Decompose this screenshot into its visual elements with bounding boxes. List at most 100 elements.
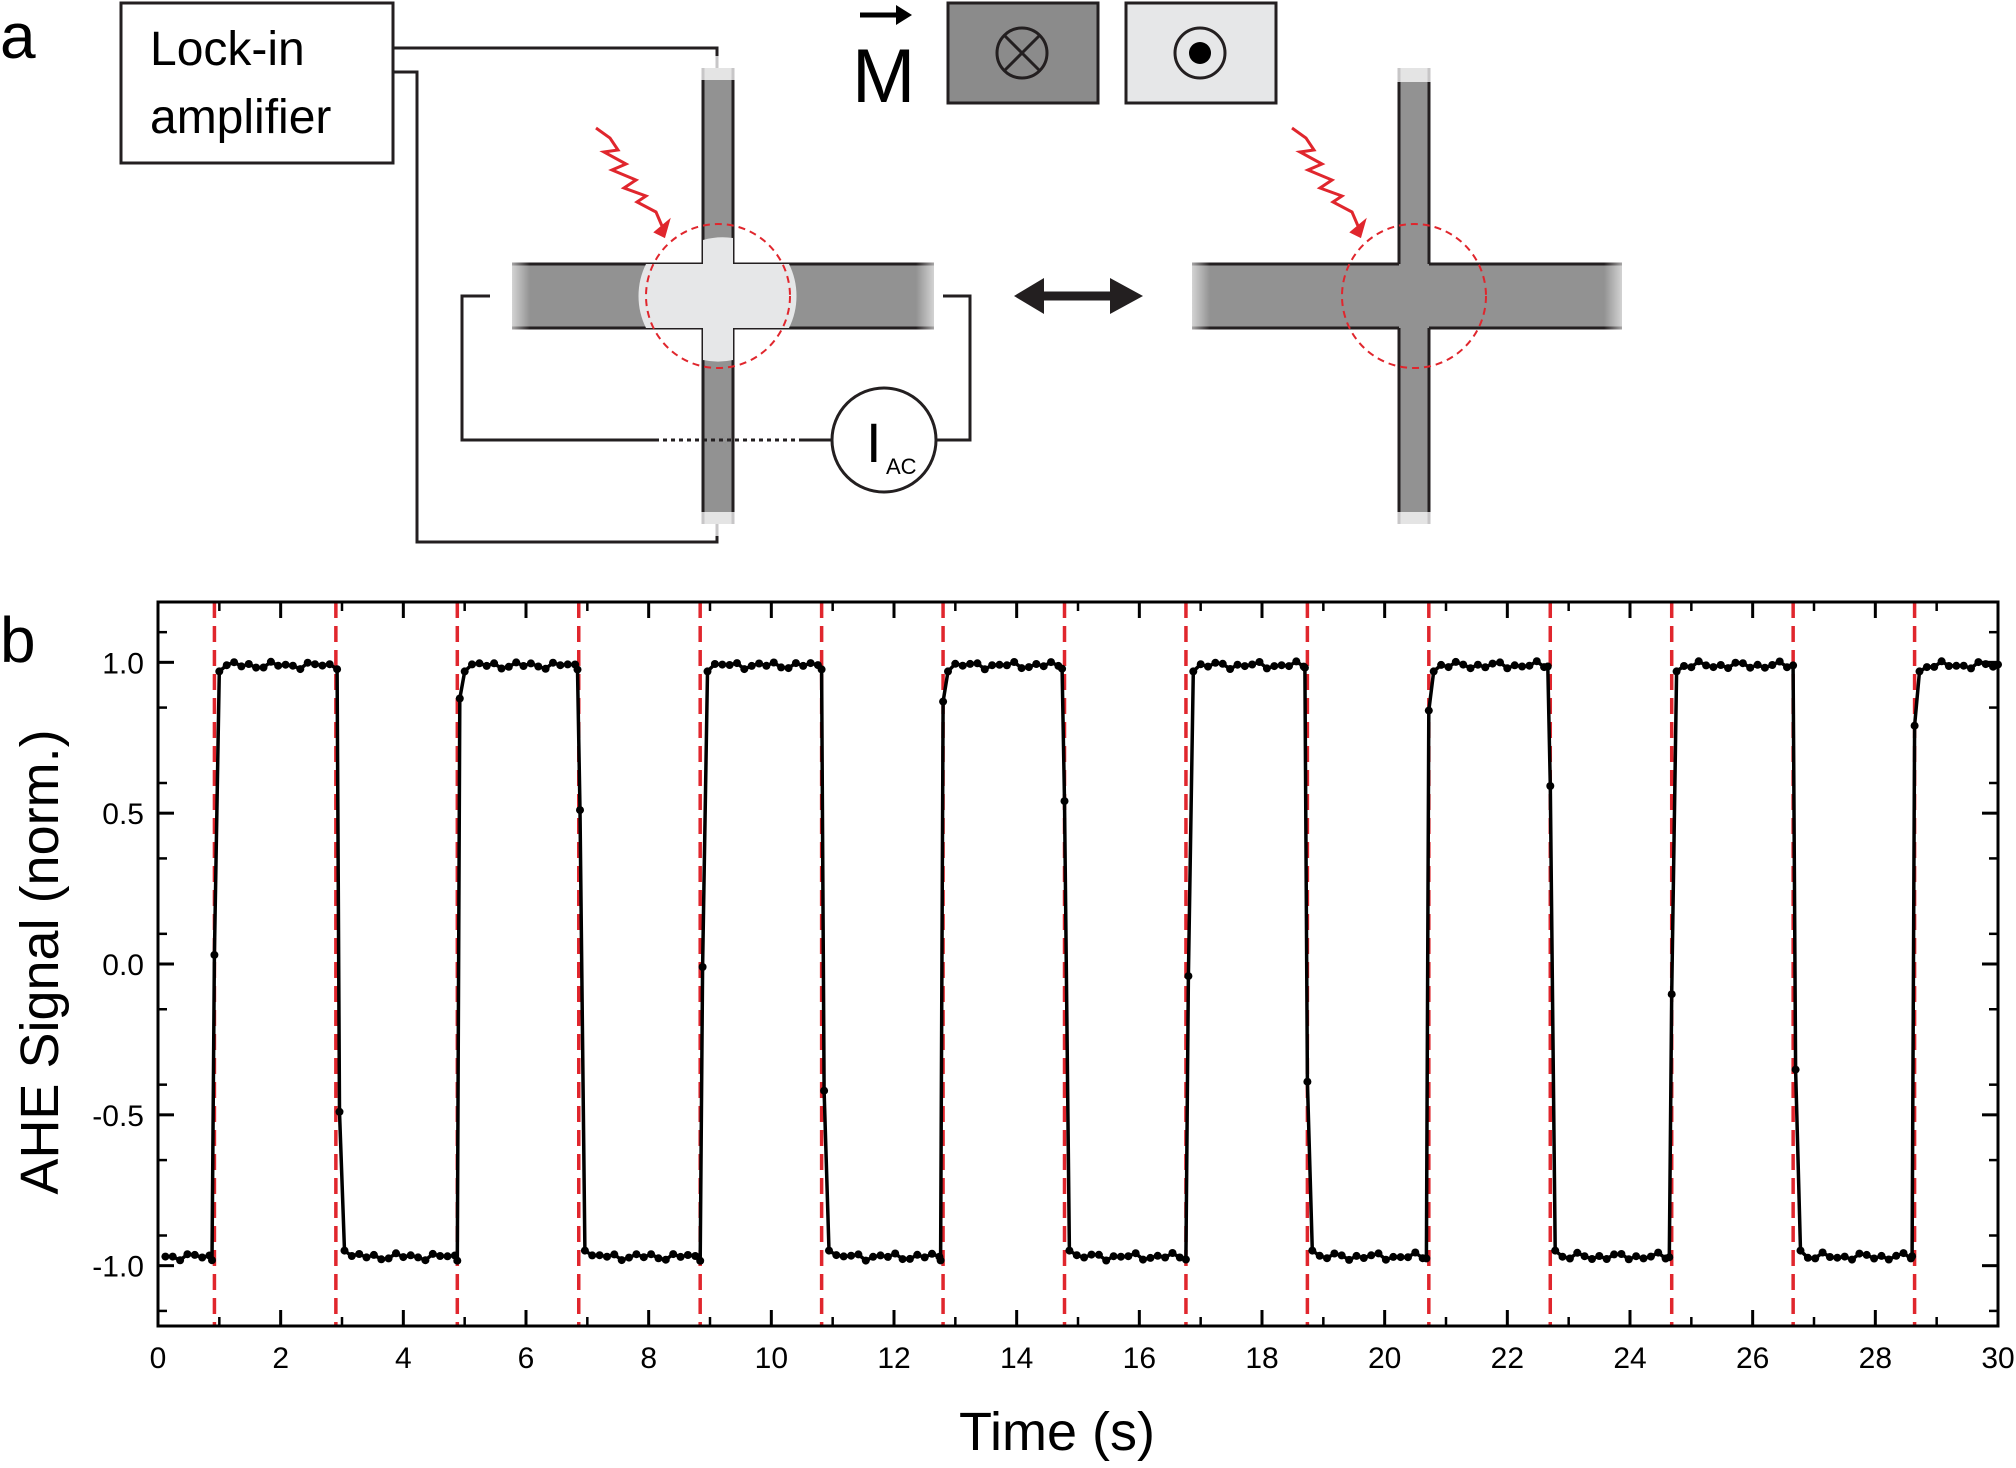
data-point	[1352, 1251, 1361, 1260]
data-point	[1825, 1253, 1834, 1261]
data-point	[876, 1251, 885, 1260]
data-point	[1791, 1065, 1800, 1074]
data-point	[1303, 1077, 1312, 1086]
data-point	[691, 1252, 700, 1260]
data-point	[806, 659, 815, 668]
data-point	[1818, 1248, 1827, 1257]
data-point	[1915, 667, 1924, 676]
data-point	[244, 660, 253, 668]
magnetization-out-of-page-icon	[1124, 1, 1278, 105]
data-point	[1248, 660, 1257, 669]
data-point	[1184, 972, 1193, 981]
data-point	[563, 660, 572, 669]
data-point	[399, 1253, 408, 1262]
data-point	[1775, 657, 1784, 666]
data-point	[1153, 1251, 1162, 1260]
data-point	[1359, 1254, 1368, 1262]
data-point	[1724, 664, 1733, 673]
data-point	[1411, 1248, 1420, 1257]
data-point	[1694, 657, 1703, 666]
data-point	[1065, 1246, 1074, 1255]
data-point	[755, 659, 764, 668]
x-tick-label: 18	[1245, 1342, 1278, 1375]
x-tick-label: 20	[1368, 1342, 1401, 1375]
data-point	[1010, 658, 1019, 666]
magnetization-symbol: M	[852, 34, 915, 119]
data-point	[497, 664, 506, 673]
data-point	[1389, 1252, 1398, 1261]
data-point	[1039, 662, 1048, 671]
data-point	[1667, 990, 1676, 999]
data-point	[1503, 664, 1512, 673]
data-point	[1024, 663, 1033, 672]
data-point	[1308, 1246, 1317, 1255]
data-point	[928, 1249, 936, 1258]
data-point	[632, 1250, 641, 1259]
x-tick-label: 8	[640, 1342, 657, 1375]
x-tick-label: 14	[1000, 1342, 1033, 1375]
data-point	[769, 658, 778, 667]
data-point	[898, 1255, 907, 1264]
data-point	[762, 661, 771, 670]
data-point	[1277, 661, 1286, 670]
data-point	[1573, 1248, 1582, 1257]
data-point	[817, 665, 826, 674]
data-point	[1632, 1252, 1641, 1261]
data-point	[1702, 661, 1711, 670]
data-point	[703, 667, 712, 676]
data-point	[1292, 657, 1301, 666]
data-point	[1796, 1246, 1805, 1255]
data-point	[1811, 1254, 1820, 1263]
data-point	[920, 1253, 929, 1262]
data-point	[603, 1252, 611, 1261]
data-point	[1789, 661, 1798, 670]
data-point	[274, 661, 283, 670]
data-point	[710, 660, 719, 668]
data-point	[740, 665, 749, 674]
amplifier-label-line1: Lock-in	[150, 23, 305, 76]
data-point	[1315, 1251, 1324, 1260]
data-point	[1908, 1252, 1917, 1261]
data-point	[661, 1255, 670, 1264]
data-point	[839, 1252, 848, 1261]
data-point	[1459, 660, 1468, 669]
data-point	[1532, 657, 1541, 666]
data-point	[215, 667, 224, 676]
current-source-symbol: I	[866, 411, 882, 474]
data-point	[1518, 662, 1527, 671]
data-point	[1255, 658, 1264, 666]
data-point	[1300, 663, 1309, 672]
data-point	[1595, 1252, 1604, 1260]
data-point	[696, 1256, 705, 1265]
data-point	[428, 1249, 437, 1258]
data-point	[1803, 1253, 1812, 1262]
x-tick-label: 26	[1736, 1342, 1769, 1375]
data-point	[1146, 1253, 1155, 1262]
data-point	[654, 1254, 663, 1263]
data-point	[861, 1256, 870, 1265]
data-point	[392, 1249, 400, 1258]
x-tick-label: 10	[755, 1342, 788, 1375]
data-point	[1204, 662, 1212, 671]
data-point	[230, 658, 239, 667]
data-point	[1753, 660, 1762, 669]
data-point	[1624, 1255, 1633, 1264]
data-point	[1196, 660, 1205, 669]
data-point	[303, 658, 312, 667]
data-point	[718, 660, 727, 669]
data-point	[1396, 1253, 1405, 1262]
data-point	[784, 664, 793, 673]
x-tick-label: 28	[1859, 1342, 1892, 1375]
data-point	[362, 1253, 371, 1262]
data-point	[573, 665, 582, 674]
x-tick-label: 12	[877, 1342, 910, 1375]
data-point	[1558, 1252, 1567, 1261]
data-point	[1543, 662, 1552, 671]
data-point	[1189, 667, 1198, 676]
data-point	[1892, 1251, 1901, 1260]
data-point	[825, 1246, 833, 1255]
x-tick-label: 4	[395, 1342, 412, 1375]
data-point	[1974, 658, 1983, 667]
data-point	[210, 950, 219, 959]
data-point	[847, 1251, 856, 1260]
